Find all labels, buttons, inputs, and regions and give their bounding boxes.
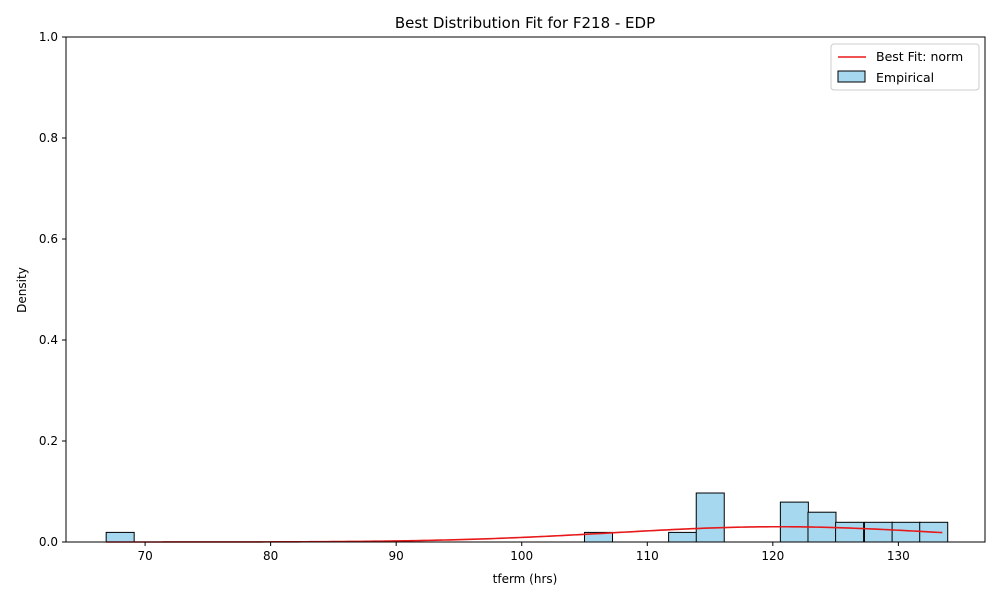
legend-empirical-swatch	[838, 71, 865, 82]
histogram-bar	[836, 522, 864, 542]
legend-fit-label: Best Fit: norm	[876, 49, 963, 64]
histogram-bar	[696, 493, 724, 542]
x-tick-label: 130	[887, 549, 910, 563]
y-tick-label: 0.2	[39, 434, 58, 448]
x-tick-label: 70	[137, 549, 152, 563]
y-axis-label: Density	[15, 267, 29, 313]
histogram-bar	[864, 522, 892, 542]
histogram-bar	[669, 532, 697, 542]
histogram-bar	[892, 522, 920, 542]
x-tick-label: 80	[263, 549, 278, 563]
y-tick-label: 0.8	[39, 131, 58, 145]
legend: Best Fit: norm Empirical	[831, 44, 979, 90]
histogram-bar	[780, 502, 808, 542]
y-tick-label: 0.4	[39, 333, 58, 347]
y-tick-label: 1.0	[39, 30, 58, 44]
legend-empirical-label: Empirical	[876, 70, 934, 85]
x-tick-label: 90	[389, 549, 404, 563]
x-tick-label: 120	[761, 549, 784, 563]
chart-title: Best Distribution Fit for F218 - EDP	[395, 14, 655, 32]
x-axis-label: tferm (hrs)	[493, 572, 558, 586]
y-tick-label: 0.6	[39, 232, 58, 246]
x-tick-label: 100	[510, 549, 533, 563]
y-tick-label: 0.0	[39, 535, 58, 549]
histogram-bar	[106, 532, 134, 542]
x-tick-label: 110	[636, 549, 659, 563]
